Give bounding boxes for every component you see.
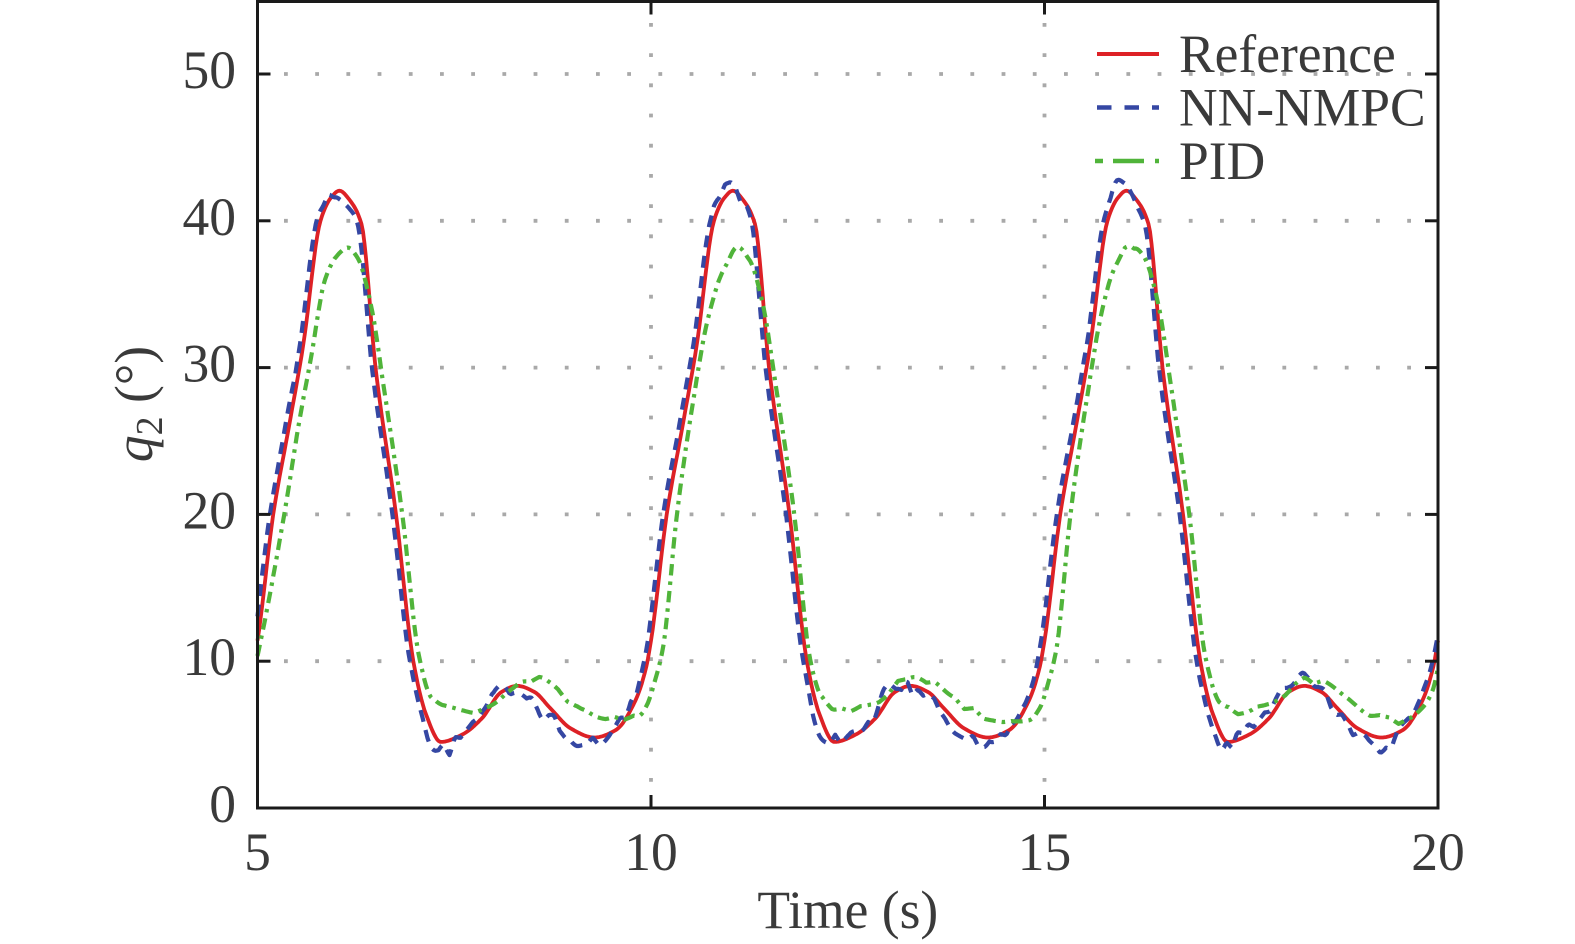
svg-text:30: 30 — [183, 334, 237, 394]
svg-text:0: 0 — [209, 774, 236, 834]
svg-text:20: 20 — [1411, 822, 1465, 882]
svg-text:20: 20 — [183, 480, 237, 540]
svg-text:10: 10 — [183, 627, 237, 687]
svg-text:q2 (°): q2 (°) — [104, 346, 171, 462]
svg-text:NN-NMPC: NN-NMPC — [1179, 78, 1426, 138]
svg-text:Reference: Reference — [1179, 24, 1396, 84]
svg-text:Time (s): Time (s) — [757, 880, 938, 940]
svg-text:50: 50 — [183, 40, 237, 100]
svg-text:PID: PID — [1179, 131, 1265, 191]
svg-text:10: 10 — [624, 822, 678, 882]
svg-text:40: 40 — [183, 187, 237, 247]
svg-text:5: 5 — [244, 822, 271, 882]
svg-text:15: 15 — [1018, 822, 1072, 882]
